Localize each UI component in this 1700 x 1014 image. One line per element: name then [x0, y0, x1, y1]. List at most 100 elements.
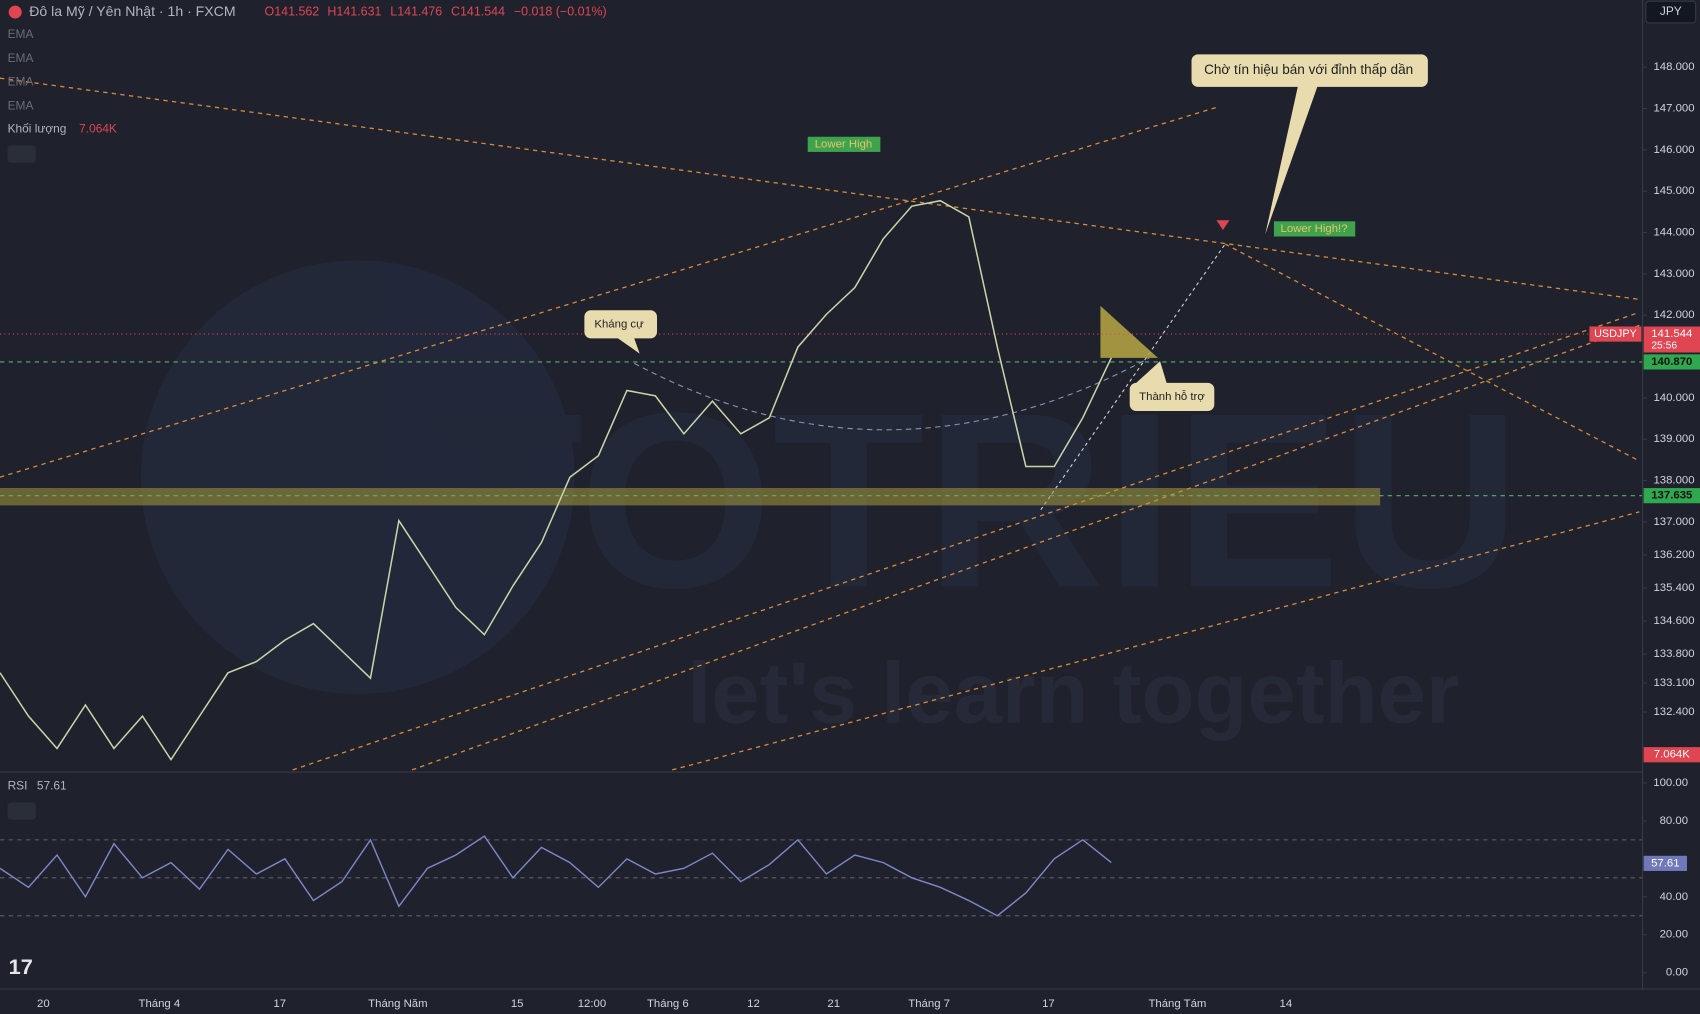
y-tick-label: 136.200: [1653, 549, 1694, 561]
price-tag-label: 141.544: [1651, 328, 1692, 340]
y-tick-label: 142.000: [1653, 309, 1694, 321]
arc: [633, 357, 1150, 431]
arrow-down: [1216, 211, 1230, 230]
annotations: Lower High Lower High!? Kháng cự Thành h…: [584, 54, 1428, 412]
change: −0.018 (−0.01%): [514, 4, 607, 18]
price-pane: 148.000 147.000 146.000 145.000 144.000 143.0…: [0, 61, 1700, 763]
trend-line: [0, 77, 1640, 301]
volume-label: Khối lượng: [8, 121, 67, 135]
y-tick-label: 138.000: [1653, 475, 1694, 487]
ohlc: L141.476: [390, 4, 442, 18]
indicator: EMA: [8, 75, 34, 89]
x-tick-label: 20: [37, 998, 50, 1010]
y-tick-label: 133.800: [1653, 648, 1694, 660]
logo-shape: [140, 260, 575, 695]
trend-lines: [0, 77, 1640, 771]
y-tick-label: 145.000: [1653, 185, 1694, 197]
y-tick-label: 133.100: [1653, 677, 1694, 689]
rsi-tag-label: 57.61: [1651, 857, 1679, 869]
x-tick-label: Tháng 6: [647, 998, 689, 1010]
price-tag-label: 137.635: [1651, 490, 1693, 502]
x-tick-label: 17: [1042, 998, 1055, 1010]
triangle: [1100, 305, 1158, 358]
rsi-value: 57.61: [37, 778, 67, 792]
volume-value: 7.064K: [79, 121, 117, 135]
trend-line: [292, 311, 1640, 771]
y-tick-label: 0.00: [1666, 967, 1688, 979]
y-tick-label: 143.000: [1653, 268, 1694, 280]
currency: JPY: [1660, 4, 1682, 18]
indicator: EMA: [8, 51, 34, 65]
ohlc: O141.562: [265, 4, 320, 18]
volume-tag-label: 7.064K: [1654, 749, 1690, 761]
ohlc: H141.631: [327, 4, 381, 18]
countdown: 25:56: [1651, 341, 1677, 352]
y-tick-label: 147.000: [1653, 103, 1694, 115]
ohlc: C141.544: [451, 4, 505, 18]
projection: [1040, 243, 1226, 511]
trend-line: [411, 324, 1640, 771]
y-tick-label: 40.00: [1660, 891, 1688, 903]
collapse-button[interactable]: [7, 802, 36, 820]
y-tick-label: 100.00: [1653, 777, 1688, 789]
annotation: Thành hỗ trợ: [1139, 390, 1205, 403]
legend: Đô la Mỹ / Yên Nhật · 1h · FXCM O141.562…: [7, 0, 1697, 979]
support-zone: [0, 488, 1381, 506]
label-box: [1273, 221, 1356, 237]
x-axis: 20 Tháng 4 17 Tháng Năm 15 12:00 Tháng 6 12 21 Th…: [37, 998, 1292, 1010]
x-tick-label: 21: [827, 998, 840, 1010]
annotation: Kháng cự: [594, 318, 644, 330]
trend-line: [0, 105, 1220, 478]
x-tick-label: 14: [1280, 998, 1293, 1010]
y-tick-label: 146.000: [1653, 144, 1694, 156]
price-tag: [1643, 326, 1700, 353]
watermark-slogan: let's learn together: [687, 644, 1459, 741]
y-tick-label: 144.000: [1653, 227, 1694, 239]
indicator: EMA: [8, 27, 34, 41]
rsi-tag: [1643, 855, 1687, 871]
annotation: Lower High: [815, 138, 873, 150]
label-box: [807, 136, 881, 152]
y-tick-label: 135.400: [1653, 582, 1694, 594]
x-tick-label: Tháng 4: [139, 998, 181, 1010]
rsi-pane: 100.00 80.00 40.00 20.00 0.00 57.61: [0, 777, 1688, 979]
indicator: EMA: [8, 99, 34, 113]
currency-button[interactable]: [1645, 0, 1697, 24]
y-tick-label: 140.000: [1653, 392, 1694, 404]
x-tick-label: 12:00: [578, 998, 606, 1010]
symbol-icon: [8, 5, 22, 19]
x-tick-label: 17: [273, 998, 286, 1010]
symbol-tag: [1589, 326, 1642, 342]
callout: [1191, 54, 1428, 235]
price-tag: [1643, 488, 1700, 504]
y-tick-label: 132.400: [1653, 706, 1694, 718]
price-tag-label: 140.870: [1651, 356, 1692, 368]
y-tick-label: 148.000: [1653, 61, 1694, 73]
y-tick-label: 134.600: [1653, 615, 1694, 627]
symbol: Đô la Mỹ / Yên Nhật · 1h · FXCM: [29, 3, 235, 19]
x-tick-label: Tháng Năm: [368, 998, 427, 1010]
tv-logo: 17: [9, 954, 33, 979]
collapse-button[interactable]: [7, 145, 36, 163]
annotation: Chờ tín hiệu bán với đỉnh thấp dần: [1204, 62, 1413, 77]
y-tick-label: 80.00: [1660, 815, 1688, 827]
x-tick-label: 12: [747, 998, 760, 1010]
rsi-line: [0, 835, 1112, 917]
x-tick-label: Tháng 7: [908, 998, 950, 1010]
volume-tag: [1643, 747, 1700, 763]
x-tick-label: Tháng Tám: [1148, 998, 1206, 1010]
y-tick-label: 20.00: [1660, 929, 1688, 941]
callout: [584, 310, 658, 354]
symbol-tag-label: USDJPY: [1594, 328, 1637, 340]
price-tag: [1643, 354, 1700, 370]
x-tick-label: 15: [511, 998, 524, 1010]
trend-line: [672, 511, 1640, 771]
callout: [1129, 361, 1215, 412]
price-line: [0, 199, 1112, 761]
y-tick-label: 137.000: [1653, 516, 1694, 528]
annotation: Lower High!?: [1281, 223, 1348, 235]
rsi-label: RSI: [8, 778, 28, 792]
